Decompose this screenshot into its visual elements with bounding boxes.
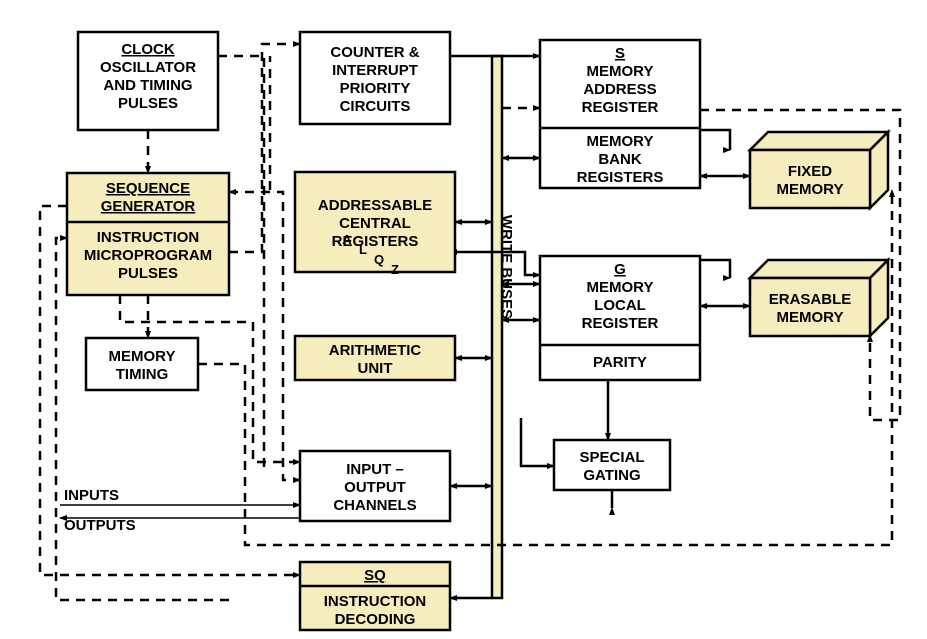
g-label-2: LOCAL (594, 297, 646, 314)
counter-label-0: COUNTER & (330, 44, 419, 61)
seqgen-label-1: GENERATOR (101, 198, 196, 215)
edge (700, 260, 730, 278)
counter-label-1: INTERRUPT (332, 62, 418, 79)
inputs-label: INPUTS (64, 487, 119, 504)
acr-reg-Q: Q (374, 252, 384, 267)
acr-reg-L: L (359, 242, 367, 257)
io-label-0: INPUT – (346, 461, 404, 478)
memtime-label-1: TIMING (116, 366, 169, 383)
acr-reg-Z: Z (391, 262, 399, 277)
s-label-5: BANK (598, 151, 641, 168)
memtime-label-0: MEMORY (109, 348, 176, 365)
write-buses-label: WRITE BUSES (498, 215, 515, 319)
special-label-0: SPECIAL (579, 449, 644, 466)
outputs-label: OUTPUTS (64, 517, 136, 534)
clock-label-3: PULSES (118, 95, 178, 112)
sq-label-1: INSTRUCTION (324, 593, 427, 610)
fixed-top (750, 132, 888, 150)
seqgen-label-3: MICROPROGRAM (84, 247, 212, 264)
s-label-1: MEMORY (587, 63, 654, 80)
erase-label-1: MEMORY (777, 309, 844, 326)
s-label-4: MEMORY (587, 133, 654, 150)
write-buses (492, 56, 502, 598)
s-label-2: ADDRESS (583, 81, 656, 98)
edge (700, 130, 730, 150)
seqgen-label-2: INSTRUCTION (97, 229, 200, 246)
clock-label-1: OSCILLATOR (100, 59, 196, 76)
alu-label-0: ARITHMETIC (329, 342, 422, 359)
erase-label-0: ERASABLE (769, 291, 852, 308)
g-label-4: PARITY (593, 354, 647, 371)
sq-label-0: SQ (364, 567, 386, 584)
clock-label-0: CLOCK (121, 41, 174, 58)
s-label-6: REGISTERS (577, 169, 664, 186)
seqgen-label-0: SEQUENCE (106, 180, 190, 197)
edge (521, 418, 554, 466)
clock-label-2: AND TIMING (103, 77, 192, 94)
g-label-0: G (614, 261, 626, 278)
s-label-3: REGISTER (582, 99, 659, 116)
g-label-3: REGISTER (582, 315, 659, 332)
acr-reg-A: A (342, 232, 352, 247)
g-label-1: MEMORY (587, 279, 654, 296)
io-label-1: OUTPUT (344, 479, 406, 496)
acr-label-1: CENTRAL (339, 215, 411, 232)
acr-label-0: ADDRESSABLE (318, 197, 432, 214)
seqgen-label-4: PULSES (118, 265, 178, 282)
alu-label-1: UNIT (358, 360, 393, 377)
fixed-label-1: MEMORY (777, 181, 844, 198)
fixed-label-0: FIXED (788, 163, 832, 180)
counter-label-2: PRIORITY (340, 80, 411, 97)
io-label-2: CHANNELS (333, 497, 416, 514)
erase-top (750, 260, 888, 278)
special-label-1: GATING (583, 467, 640, 484)
sq-label-2: DECODING (335, 611, 416, 628)
s-label-0: S (615, 45, 625, 62)
counter-label-3: CIRCUITS (340, 98, 411, 115)
